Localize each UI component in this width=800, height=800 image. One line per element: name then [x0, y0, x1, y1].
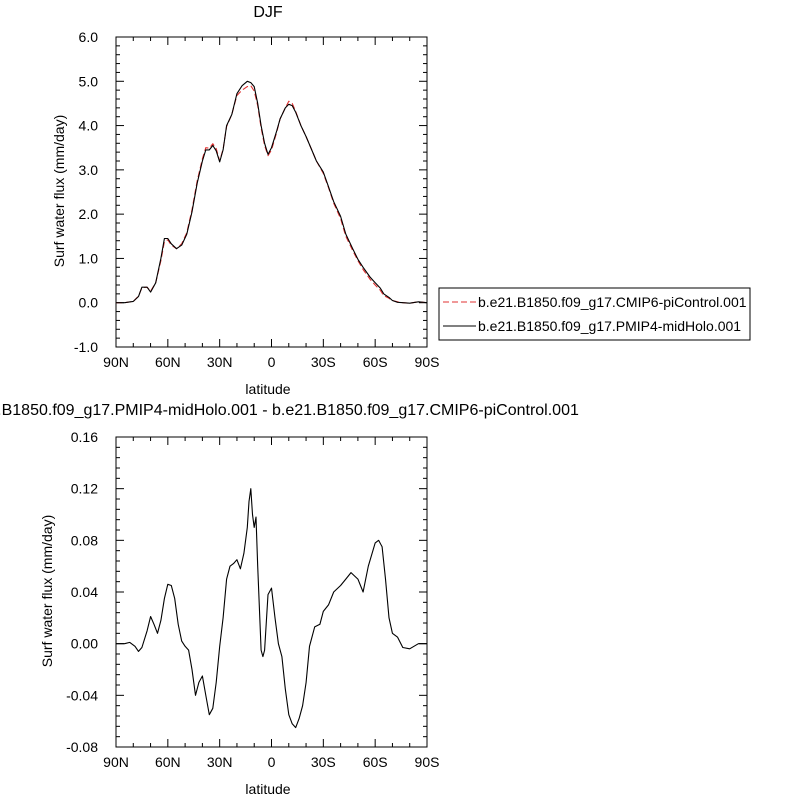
top-y-tick-label: 2.0	[79, 206, 99, 222]
top-x-tick-label: 30N	[207, 354, 233, 370]
bottom-x-tick-label: 90N	[103, 754, 129, 770]
top-x-tick-label: 30S	[311, 354, 336, 370]
top-y-tick-label: 3.0	[79, 162, 99, 178]
bottom-y-tick-label: -0.08	[66, 739, 98, 755]
bottom-chart-ylabel: Surf water flux (mm/day)	[39, 515, 55, 667]
bottom-chart-title: b.e21.B1850.f09_g17.PMIP4-midHolo.001 - …	[0, 402, 579, 419]
bottom-y-tick-label: 0.16	[71, 429, 98, 445]
bottom-plot: 90N 60N 30N 0 30S 60S 90S -0.08 -0.04 0.00 0.04 0.0…	[66, 429, 439, 770]
top-x-tick-label: 60S	[363, 354, 388, 370]
top-chart-title: DJF	[253, 4, 283, 21]
bottom-x-tick-label: 0	[268, 754, 276, 770]
top-y-tick-label: 4.0	[79, 118, 99, 134]
legend-label-picontrol: b.e21.B1850.f09_g17.CMIP6-piControl.001	[478, 294, 747, 310]
bottom-series-line-difference	[116, 488, 427, 729]
top-x-tick-label: 90N	[103, 354, 129, 370]
top-y-tick-label: 5.0	[79, 73, 99, 89]
top-y-tick-label: 0.0	[79, 295, 99, 311]
top-plot-frame	[115, 36, 428, 348]
bottom-x-tick-label: 30S	[311, 754, 336, 770]
bottom-x-tick-label: 30N	[207, 754, 233, 770]
bottom-y-tick-label: 0.00	[71, 636, 98, 652]
top-x-tick-label: 90S	[415, 354, 440, 370]
top-x-tick-label: 60N	[155, 354, 181, 370]
bottom-x-tick-label: 60S	[363, 754, 388, 770]
top-chart-xlabel: latitude	[245, 381, 290, 397]
top-y-tick-label: -1.0	[74, 339, 98, 355]
top-series-line-midholo	[116, 80, 428, 304]
bottom-y-tick-label: -0.04	[66, 687, 98, 703]
top-plot: 90N 60N 30N 0 30S 60S 90S -1.0 0.0 1.0 2.0 3.0 4.0 5.…	[74, 29, 440, 370]
legend-label-midholo: b.e21.B1850.f09_g17.PMIP4-midHolo.001	[478, 318, 741, 334]
bottom-x-tick-label: 90S	[415, 754, 440, 770]
top-x-tick-label: 0	[268, 354, 276, 370]
bottom-chart-xlabel: latitude	[245, 781, 290, 797]
bottom-y-tick-label: 0.08	[71, 532, 98, 548]
bottom-y-tick-label: 0.04	[71, 584, 98, 600]
bottom-x-tick-label: 60N	[155, 754, 181, 770]
top-y-tick-label: 1.0	[79, 250, 99, 266]
legend-box	[438, 287, 751, 341]
top-series-line-picontrol	[116, 85, 428, 304]
bottom-y-tick-label: 0.12	[71, 481, 98, 497]
legend: b.e21.B1850.f09_g17.CMIP6-piControl.001 …	[438, 287, 751, 341]
top-chart-ylabel: Surf water flux (mm/day)	[51, 115, 67, 267]
top-y-tick-label: 6.0	[79, 29, 99, 45]
